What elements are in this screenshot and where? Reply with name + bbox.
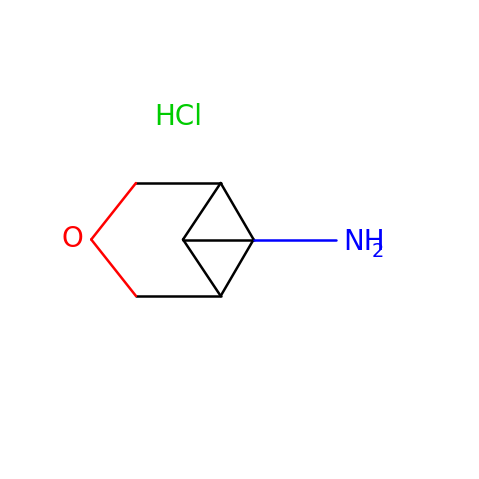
Text: O: O xyxy=(61,226,83,253)
Text: HCl: HCl xyxy=(154,103,202,131)
Text: NH: NH xyxy=(343,228,385,256)
Text: 2: 2 xyxy=(371,242,384,261)
